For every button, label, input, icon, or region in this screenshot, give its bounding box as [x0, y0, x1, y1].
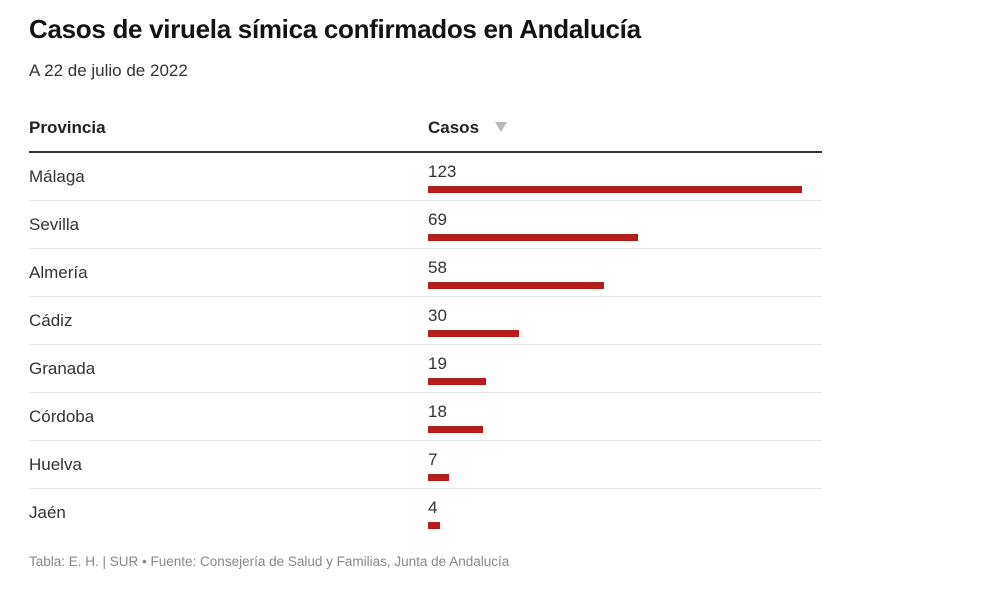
- case-count-bar: [428, 186, 802, 193]
- table-row: Jaén 4: [29, 489, 822, 536]
- province-label: Sevilla: [29, 215, 80, 234]
- sort-down-triangle-icon[interactable]: [495, 122, 507, 132]
- case-count-label: 69: [428, 210, 447, 229]
- province-label: Almería: [29, 263, 88, 282]
- case-count-bar: [428, 330, 519, 337]
- case-count-label: 7: [428, 450, 438, 469]
- cases-table: Provincia Casos Málaga 123 Sevilla 69 Almerí…: [29, 106, 822, 536]
- table-row: Granada 19: [29, 345, 822, 393]
- case-count-bar: [428, 234, 638, 241]
- chart-title: Casos de viruela símica confirmados en A…: [29, 14, 641, 44]
- province-label: Cádiz: [29, 311, 73, 330]
- case-count-label: 30: [428, 306, 447, 325]
- case-count-label: 58: [428, 258, 447, 277]
- province-label: Jaén: [29, 503, 66, 522]
- case-count-bar: [428, 426, 483, 433]
- case-count-label: 123: [428, 162, 457, 181]
- table-body: Málaga 123 Sevilla 69 Almería 58 Cádiz 30 Granad…: [29, 153, 822, 536]
- province-label: Córdoba: [29, 407, 95, 426]
- column-header-casos[interactable]: Casos: [428, 118, 480, 137]
- province-label: Málaga: [29, 167, 85, 186]
- case-count-bar: [428, 522, 440, 529]
- province-label: Huelva: [29, 455, 82, 474]
- column-header-provincia[interactable]: Provincia: [29, 118, 106, 137]
- source-footer: Tabla: E. H. | SUR • Fuente: Consejería …: [29, 554, 510, 569]
- case-count-label: 4: [428, 498, 438, 517]
- table-row: Córdoba 18: [29, 393, 822, 441]
- table-row: Huelva 7: [29, 441, 822, 489]
- case-count-bar: [428, 282, 604, 289]
- chart-subtitle: A 22 de julio de 2022: [29, 61, 188, 80]
- case-count-label: 19: [428, 354, 447, 373]
- case-count-bar: [428, 474, 449, 481]
- province-label: Granada: [29, 359, 96, 378]
- table-row: Cádiz 30: [29, 297, 822, 345]
- case-count-bar: [428, 378, 486, 385]
- table-header: Provincia Casos: [29, 106, 822, 153]
- table-row: Sevilla 69: [29, 201, 822, 249]
- table-row: Almería 58: [29, 249, 822, 297]
- case-count-label: 18: [428, 402, 447, 421]
- table-row: Málaga 123: [29, 153, 822, 201]
